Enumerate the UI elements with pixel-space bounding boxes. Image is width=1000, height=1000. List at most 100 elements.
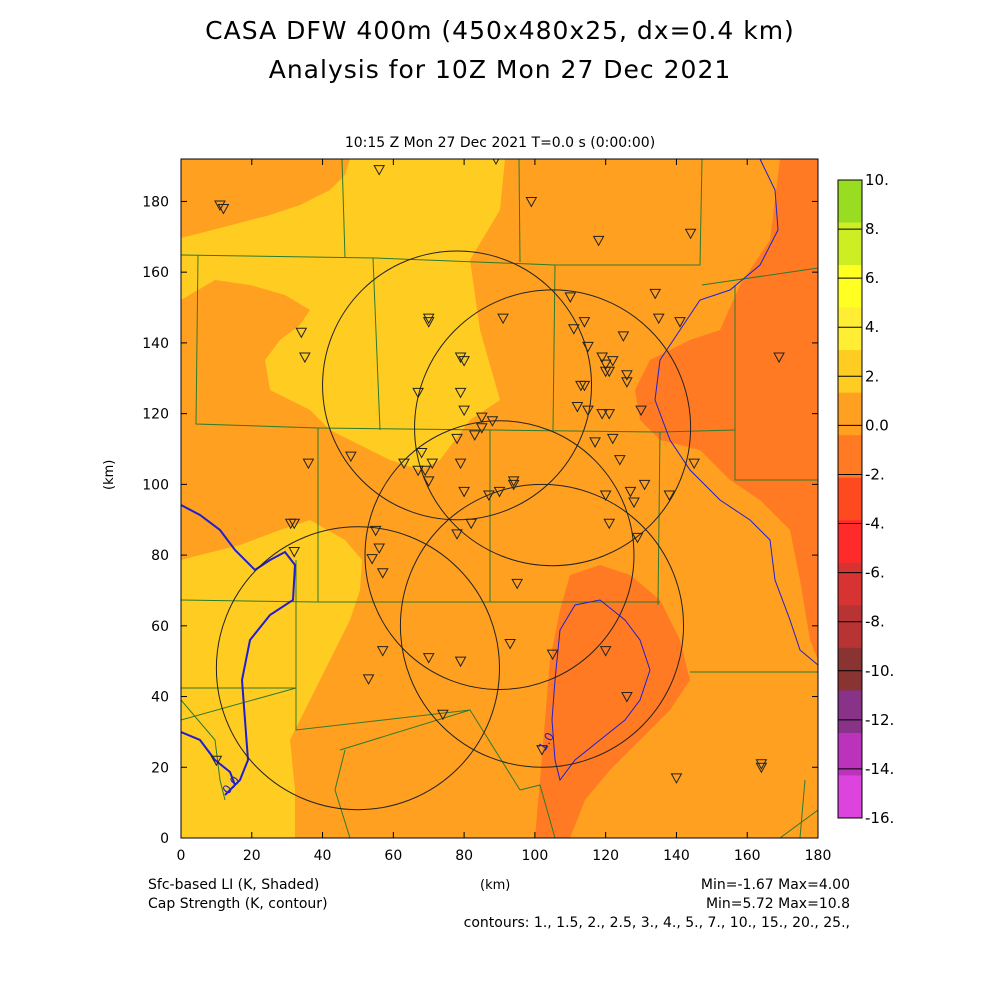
station-marker (670, 773, 683, 784)
colorbar-label: 6. (865, 269, 879, 287)
station-marker (369, 525, 382, 537)
station-marker (454, 458, 467, 470)
colorbar-label: -12. (865, 711, 894, 729)
station-marker (649, 288, 662, 300)
radar-ring-2 (414, 289, 692, 567)
station-marker (582, 405, 594, 417)
field-description-contour: Cap Strength (K, contour) (148, 896, 328, 912)
station-marker (299, 352, 311, 364)
colorbar-swatch (838, 350, 862, 394)
station-marker (454, 656, 467, 668)
station-marker (422, 317, 435, 328)
x-tick-label: 80 (455, 848, 473, 864)
station-marker (458, 405, 470, 417)
station-marker (631, 532, 644, 544)
station-marker (422, 476, 435, 487)
station-marker (451, 529, 463, 540)
station-marker (507, 479, 520, 491)
station-marker (571, 402, 584, 413)
station-marker (475, 423, 488, 434)
station-marker (511, 578, 524, 590)
x-tick-label: 120 (592, 848, 619, 864)
station-marker (606, 356, 619, 367)
station-marker (288, 547, 301, 558)
station-marker (578, 380, 591, 392)
station-marker (366, 554, 378, 565)
station-marker (458, 486, 470, 498)
contour-levels: contours: 1., 1.5, 2., 2.5, 3., 4., 5., … (463, 915, 850, 931)
colorbar-label: 0.0 (865, 416, 889, 434)
colorbar-swatch (838, 435, 862, 479)
colorbar-label: -10. (865, 662, 894, 680)
x-tick-label: 40 (314, 848, 332, 864)
field-description-shaded: Sfc-based LI (K, Shaded) (148, 877, 320, 893)
colorbar-swatch (838, 732, 862, 776)
station-marker (468, 430, 481, 441)
y-tick-label: 40 (151, 690, 169, 706)
colorbar-label: -8. (865, 613, 885, 631)
li-region-neg2-to-0-south (535, 565, 690, 838)
colorbar-swatch (838, 265, 862, 309)
station-marker (210, 755, 223, 767)
x-axis-label: (km) (480, 878, 511, 893)
station-marker (621, 370, 633, 381)
radar-range-rings (215, 250, 692, 811)
colorbar-swatch (838, 392, 862, 436)
chart-title: CASA DFW 400m (450x480x25, dx=0.4 km) (205, 16, 795, 45)
station-marker (592, 235, 605, 247)
station-marker (624, 486, 637, 498)
x-tick-label: 60 (384, 848, 402, 864)
station-marker (493, 486, 506, 498)
station-marker (217, 204, 230, 215)
station-marker (755, 759, 768, 770)
cap-strength-contours (181, 159, 818, 796)
station-marker (621, 377, 633, 388)
station-marker (483, 490, 495, 501)
station-marker (214, 200, 226, 212)
radar-ring-1 (322, 250, 593, 521)
li-region-2-to-4-southwest (181, 520, 362, 838)
radar-ring-5 (215, 526, 501, 811)
station-marker (603, 366, 616, 378)
station-marker (454, 352, 467, 364)
y-tick-label: 20 (151, 760, 169, 776)
station-marker (302, 458, 315, 470)
station-marker (486, 416, 499, 427)
station-marker (415, 448, 428, 459)
colorbar-swatch (838, 477, 862, 521)
colorbar-swatch (838, 222, 862, 266)
station-marker (599, 646, 612, 657)
station-marker (454, 387, 467, 399)
station-marker (599, 359, 612, 371)
colorbar-swatch (838, 180, 862, 224)
station-marker (628, 497, 640, 509)
station-marker (412, 387, 424, 399)
radar-ring-3 (364, 420, 635, 690)
station-marker (437, 709, 449, 721)
station-marker (606, 433, 619, 445)
li-region-neg2-to-0-east (635, 159, 818, 660)
x-tick-label: 160 (734, 848, 761, 864)
station-marker (504, 638, 516, 650)
station-marker (295, 327, 308, 339)
colorbar-swatch (838, 690, 862, 734)
x-tick-label: 100 (522, 848, 549, 864)
station-marker (288, 518, 301, 530)
colorbar-swatch (838, 647, 862, 691)
station-marker (564, 292, 577, 303)
station-marker (398, 458, 410, 470)
colorbar-label: -6. (865, 564, 885, 582)
station-marker (422, 313, 435, 325)
shaded-min-max: Min=-1.67 Max=4.00 (700, 877, 850, 893)
colorbar-swatch (838, 520, 862, 564)
li-region-0-to-2-northwest (181, 159, 350, 238)
station-marker (373, 165, 386, 176)
station-marker (426, 458, 439, 470)
county-boundaries (181, 159, 818, 838)
station-marker (345, 451, 357, 463)
colorbar: 10. 8. 6. 4. 2. 0.0 -2. -4. -6. -8. -10. -12. -14. -1… (837, 171, 894, 827)
station-marker (663, 490, 676, 501)
colorbar-label: 2. (865, 367, 879, 385)
station-marker (451, 433, 463, 445)
